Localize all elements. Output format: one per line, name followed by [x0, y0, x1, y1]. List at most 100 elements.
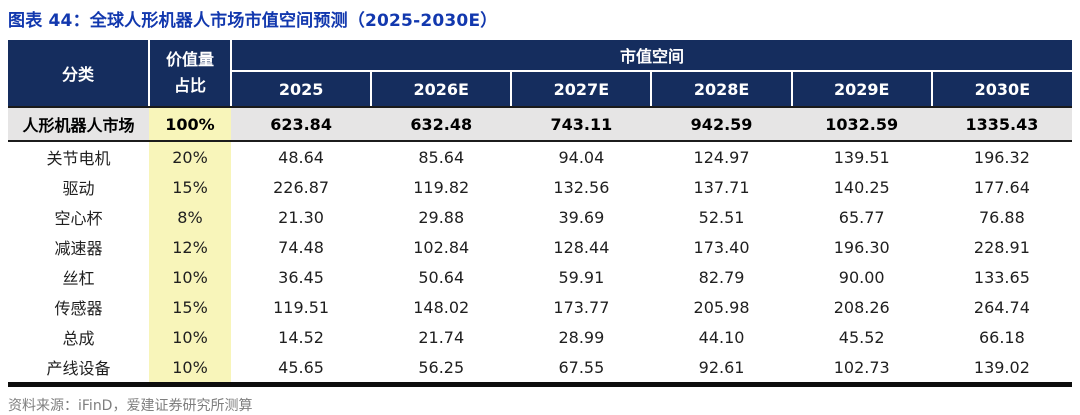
- value-cell: 94.04: [511, 141, 652, 172]
- value-cell: 139.02: [931, 352, 1072, 385]
- value-cell: 743.11: [511, 107, 652, 142]
- value-share-cell: 15%: [149, 292, 231, 322]
- value-cell: 39.69: [511, 202, 652, 232]
- value-cell: 90.00: [791, 262, 932, 292]
- category-cell: 减速器: [8, 232, 149, 262]
- forecast-table: 分类 价值量 占比 市值空间 2025 2026E 2027E 2028E 2029E 2…: [8, 40, 1072, 387]
- value-cell: 623.84: [231, 107, 372, 142]
- value-share-cell: 20%: [149, 141, 231, 172]
- value-cell: 21.30: [231, 202, 372, 232]
- header-row-years: 2025 2026E 2027E 2028E 2029E 2030E: [8, 71, 1072, 108]
- value-cell: 119.82: [371, 172, 512, 202]
- value-cell: 1335.43: [931, 107, 1072, 142]
- table-row: 丝杠 10% 36.45 50.64 59.91 82.79 90.00 133.65: [8, 262, 1072, 292]
- table-body: 人形机器人市场 100% 623.84 632.48 743.11 942.59 1032.…: [8, 107, 1072, 385]
- value-cell: 28.99: [511, 322, 652, 352]
- column-header-category: 分类: [8, 40, 150, 108]
- value-cell: 1032.59: [791, 107, 932, 142]
- value-cell: 67.55: [511, 352, 652, 385]
- category-cell: 人形机器人市场: [8, 107, 149, 142]
- value-cell: 66.18: [931, 322, 1072, 352]
- column-header-market-space: 市值空间: [231, 40, 1072, 72]
- table-header: 分类 价值量 占比 市值空间 2025 2026E 2027E 2028E 2029E 2…: [8, 40, 1072, 108]
- value-cell: 205.98: [651, 292, 792, 322]
- value-cell: 139.51: [791, 141, 932, 172]
- column-header-value-share: 价值量 占比: [149, 40, 232, 108]
- value-share-line1: 价值量: [165, 50, 214, 69]
- table-row: 总成 10% 14.52 21.74 28.99 44.10 45.52 66.18: [8, 322, 1072, 352]
- table-row: 关节电机 20% 48.64 85.64 94.04 124.97 139.51 196.32: [8, 141, 1072, 172]
- value-cell: 173.77: [511, 292, 652, 322]
- value-cell: 133.65: [931, 262, 1072, 292]
- value-share-cell: 10%: [149, 352, 231, 385]
- value-cell: 140.25: [791, 172, 932, 202]
- table-row: 空心杯 8% 21.30 29.88 39.69 52.51 65.77 76.88: [8, 202, 1072, 232]
- value-cell: 56.25: [371, 352, 512, 385]
- value-cell: 36.45: [231, 262, 372, 292]
- value-cell: 128.44: [511, 232, 652, 262]
- table-row: 产线设备 10% 45.65 56.25 67.55 92.61 102.73 139.02: [8, 352, 1072, 385]
- category-cell: 关节电机: [8, 141, 149, 172]
- value-cell: 196.32: [931, 141, 1072, 172]
- value-cell: 45.65: [231, 352, 372, 385]
- source-note: 资料来源：iFinD，爱建证券研究所测算: [8, 398, 253, 414]
- value-cell: 74.48: [231, 232, 372, 262]
- category-cell: 产线设备: [8, 352, 149, 385]
- header-row-group: 分类 价值量 占比 市值空间: [8, 40, 1072, 108]
- category-cell: 驱动: [8, 172, 149, 202]
- column-header-year-2030E: 2030E: [931, 71, 1072, 108]
- value-share-cell: 8%: [149, 202, 231, 232]
- value-cell: 44.10: [651, 322, 792, 352]
- value-share-cell: 100%: [149, 107, 231, 142]
- figure-title: 图表 44：全球人形机器人市场市值空间预测（2025-2030E）: [8, 11, 498, 31]
- value-cell: 226.87: [231, 172, 372, 202]
- value-cell: 228.91: [931, 232, 1072, 262]
- value-cell: 148.02: [371, 292, 512, 322]
- value-cell: 85.64: [371, 141, 512, 172]
- value-cell: 173.40: [651, 232, 792, 262]
- category-cell: 空心杯: [8, 202, 149, 232]
- value-cell: 92.61: [651, 352, 792, 385]
- value-cell: 48.64: [231, 141, 372, 172]
- value-share-cell: 10%: [149, 262, 231, 292]
- column-header-year-2029E: 2029E: [791, 71, 933, 108]
- value-cell: 208.26: [791, 292, 932, 322]
- value-cell: 21.74: [371, 322, 512, 352]
- value-cell: 632.48: [371, 107, 512, 142]
- value-cell: 942.59: [651, 107, 792, 142]
- category-cell: 总成: [8, 322, 149, 352]
- value-cell: 65.77: [791, 202, 932, 232]
- value-cell: 45.52: [791, 322, 932, 352]
- value-share-cell: 10%: [149, 322, 231, 352]
- value-cell: 137.71: [651, 172, 792, 202]
- table-row: 减速器 12% 74.48 102.84 128.44 173.40 196.30 228.9…: [8, 232, 1072, 262]
- value-cell: 59.91: [511, 262, 652, 292]
- value-cell: 76.88: [931, 202, 1072, 232]
- value-cell: 119.51: [231, 292, 372, 322]
- table-row: 人形机器人市场 100% 623.84 632.48 743.11 942.59 1032.…: [8, 107, 1072, 142]
- value-cell: 196.30: [791, 232, 932, 262]
- value-cell: 102.73: [791, 352, 932, 385]
- value-cell: 124.97: [651, 141, 792, 172]
- value-cell: 132.56: [511, 172, 652, 202]
- category-cell: 传感器: [8, 292, 149, 322]
- value-cell: 14.52: [231, 322, 372, 352]
- column-header-year-2026E: 2026E: [371, 71, 513, 108]
- value-cell: 29.88: [371, 202, 512, 232]
- value-cell: 50.64: [371, 262, 512, 292]
- report-figure: 图表 44：全球人形机器人市场市值空间预测（2025-2030E） 分类 价值量…: [0, 6, 1080, 415]
- value-share-line2: 占比: [173, 76, 206, 95]
- column-header-year-2027E: 2027E: [511, 71, 653, 108]
- value-cell: 52.51: [651, 202, 792, 232]
- value-share-cell: 15%: [149, 172, 231, 202]
- value-cell: 82.79: [651, 262, 792, 292]
- category-cell: 丝杠: [8, 262, 149, 292]
- value-share-cell: 12%: [149, 232, 231, 262]
- column-header-year-2028E: 2028E: [651, 71, 793, 108]
- table-row: 传感器 15% 119.51 148.02 173.77 205.98 208.26 264.…: [8, 292, 1072, 322]
- table-row: 驱动 15% 226.87 119.82 132.56 137.71 140.25 177.6…: [8, 172, 1072, 202]
- value-cell: 177.64: [931, 172, 1072, 202]
- column-header-year-2025: 2025: [231, 71, 373, 108]
- value-cell: 264.74: [931, 292, 1072, 322]
- value-cell: 102.84: [371, 232, 512, 262]
